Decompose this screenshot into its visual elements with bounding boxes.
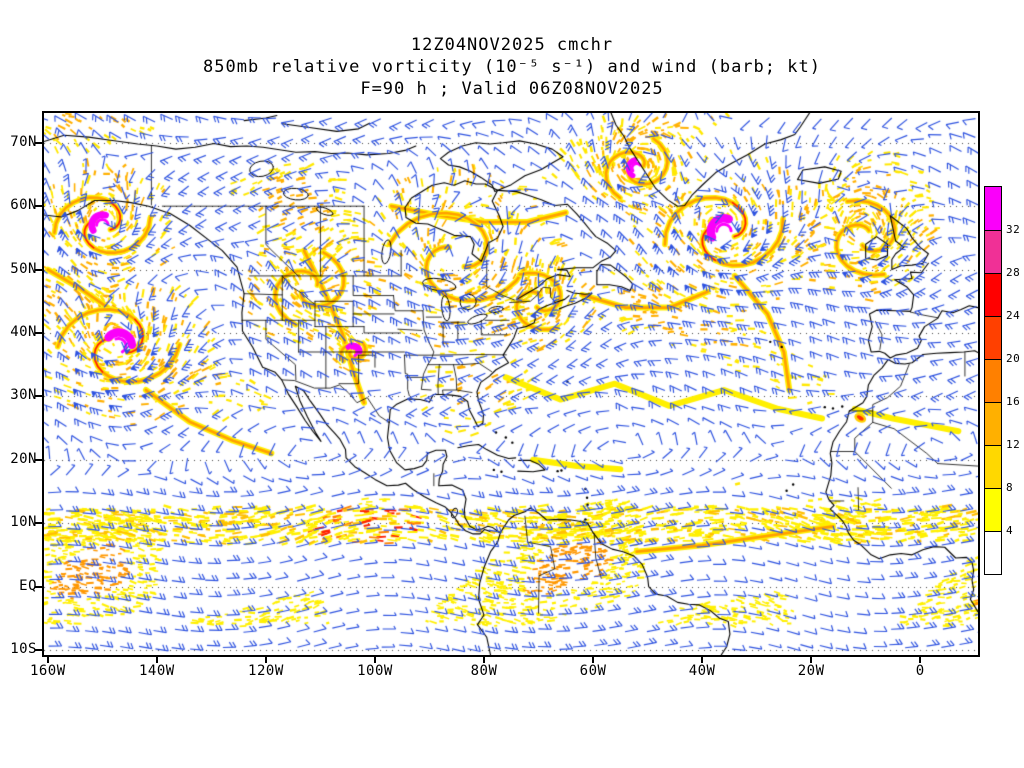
colorbar-segment [985,230,1001,273]
y-axis-tick [35,648,42,651]
x-axis-tick-label: 20W [797,663,825,679]
y-axis-tick-label: 20N [10,450,37,467]
colorbar-tick-label: 12 [1006,438,1021,451]
colorbar-segment [985,488,1001,531]
x-axis-tick [919,657,922,663]
y-axis-tick [35,522,42,525]
colorbar-segment [985,316,1001,359]
colorbar-tick-label: 4 [1006,524,1014,537]
colorbar-segment [985,187,1001,230]
colorbar-tick-label: 32 [1006,223,1021,236]
y-axis-tick-label: EQ [19,577,37,594]
y-axis-tick [35,585,42,588]
y-axis-tick [35,458,42,461]
x-axis-tick [810,657,813,663]
x-axis-tick-label: 60W [579,663,607,679]
y-axis-tick-label: 40N [10,323,37,340]
y-axis-tick-label: 10N [10,514,37,531]
x-axis-tick [264,657,267,663]
y-axis-tick [35,395,42,398]
colorbar-tick-label: 8 [1006,481,1014,494]
title-init-model: 12Z04NOV2025 cmchr [410,35,614,55]
map-canvas [44,113,978,655]
x-axis-tick-label: 80W [470,663,498,679]
x-axis-tick-label: 160W [29,663,66,679]
x-axis-tick [46,657,49,663]
x-axis-tick [373,657,376,663]
y-axis-tick-label: 10S [10,640,37,657]
y-axis-tick [35,268,42,271]
colorbar-tick-label: 24 [1006,309,1021,322]
x-axis-tick-label: 140W [139,663,175,679]
colorbar-segment [985,402,1001,445]
title-field: 850mb relative vorticity (10⁻⁵ s⁻¹) and … [203,57,821,77]
y-axis-tick [35,141,42,144]
colorbar-segment [985,359,1001,402]
colorbar-segment [985,445,1001,488]
colorbar [984,186,1002,575]
x-axis-tick-label: 0 [915,663,925,679]
colorbar-tick-label: 28 [1006,266,1021,279]
x-axis-tick-label: 100W [357,663,393,679]
map-frame [42,111,980,657]
y-axis-tick [35,205,42,208]
y-axis-tick-label: 60N [10,197,37,214]
x-axis-tick [701,657,704,663]
x-axis-tick [483,657,485,663]
colorbar-segment [985,273,1001,316]
colorbar-segment [985,531,1001,574]
y-axis-tick [35,331,42,334]
figure-titles: 12Z04NOV2025 cmchr 850mb relative vortic… [0,34,1024,100]
y-axis-tick-label: 70N [10,133,37,150]
x-axis-tick [592,657,595,663]
x-axis-tick-label: 120W [248,663,284,679]
y-axis-tick-label: 50N [10,260,37,277]
y-axis-tick-label: 30N [10,387,37,404]
x-axis-tick [155,657,158,663]
colorbar-tick-label: 16 [1006,395,1021,408]
x-axis-tick-label: 40W [688,663,716,679]
title-valid: F=90 h ; Valid 06Z08NOV2025 [360,79,664,99]
colorbar-tick-label: 20 [1006,352,1021,365]
